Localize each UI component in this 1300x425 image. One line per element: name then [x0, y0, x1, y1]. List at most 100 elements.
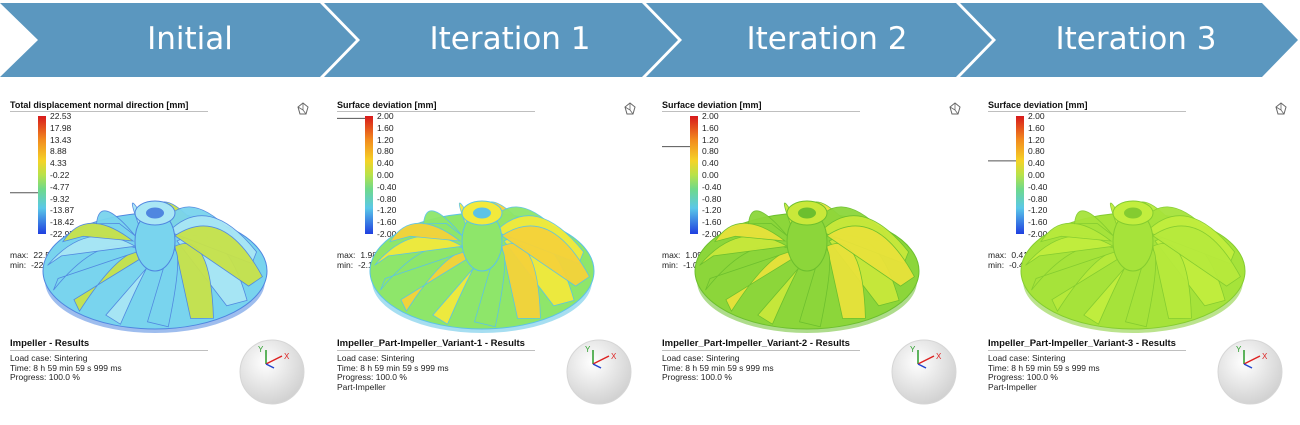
impeller-blade: [826, 243, 866, 319]
color-scale: [662, 116, 698, 234]
chevron-initial: [0, 3, 356, 77]
scale-tick-label: -0.80: [1028, 193, 1048, 204]
scale-tick-label: -0.80: [377, 193, 397, 204]
result-info-line: Progress: 100.0 %: [662, 372, 732, 382]
scale-tick-label: 1.60: [1028, 122, 1045, 133]
impeller-blade: [1074, 210, 1114, 237]
scale-tick-label: 4.33: [50, 158, 67, 169]
view-cube-icon[interactable]: [1274, 102, 1288, 116]
legend-title: Total displacement normal direction [mm]: [10, 100, 189, 110]
scale-tick-label: 2.00: [1028, 111, 1045, 121]
scale-tick-label: -2.00: [377, 229, 397, 239]
min-label: min:: [337, 260, 354, 270]
chevron-iteration-3: [960, 3, 1298, 77]
results-title: Impeller - Results: [10, 338, 90, 349]
impeller-model: [694, 200, 920, 333]
max-label: max:: [662, 250, 681, 260]
result-panel-0: Total displacement normal direction [mm]…: [0, 96, 327, 421]
result-info-line: Time: 8 h 59 min 59 s 999 ms: [662, 362, 774, 373]
max-label: max:: [337, 250, 356, 260]
max-value: 0.41: [1011, 250, 1028, 260]
scale-tick-label: 13.43: [50, 134, 72, 145]
min-readout: min: -0.46: [988, 260, 1028, 270]
result-info-line: Part-Impeller: [337, 381, 386, 392]
result-info-line: Time: 8 h 59 min 59 s 999 ms: [337, 362, 449, 373]
scale-tick-label: -1.20: [1028, 205, 1048, 216]
color-scale-bar: [365, 116, 373, 234]
result-panel-2: Surface deviation [mm] 2.00 1.60 1.20 0.80 0.…: [652, 96, 979, 421]
legend-underline: [10, 111, 208, 112]
color-scale-bar: [1016, 116, 1024, 234]
impeller-blade: [174, 225, 263, 287]
result-info-line: Part-Impeller: [988, 381, 1037, 392]
max-value: 1.09: [685, 250, 702, 260]
stage-label-iteration-2: Iteration 2: [746, 21, 908, 57]
svg-text:Y: Y: [1236, 345, 1242, 354]
scale-tick-label: -22.97: [50, 229, 75, 239]
scale-tick-label: 0.00: [377, 170, 394, 180]
impeller-blade: [826, 225, 915, 287]
orientation-axis-icon[interactable]: YX: [565, 338, 633, 406]
result-panel-3: Surface deviation [mm] 2.00 1.60 1.20 0.80 0.…: [978, 96, 1300, 421]
scale-tick-label: 22.53: [50, 111, 72, 121]
color-scale-bar: [690, 116, 698, 234]
orientation-axis-icon[interactable]: YX: [238, 338, 306, 406]
scale-tick-label: 0.80: [702, 146, 719, 157]
min-label: min:: [988, 260, 1005, 270]
legend-underline: [662, 111, 860, 112]
min-label: min:: [10, 260, 27, 270]
results-underline: [337, 350, 535, 351]
scale-tick-label: -0.22: [50, 170, 70, 180]
scale-tick-label: -0.40: [377, 181, 397, 192]
scale-tick-label: -1.60: [1028, 217, 1048, 228]
chevron-iteration-2: [646, 3, 992, 77]
scale-tick-label: 0.80: [1028, 146, 1045, 157]
min-value: -0.46: [1009, 260, 1029, 270]
result-info-line: Progress: 100.0 %: [988, 372, 1058, 382]
impeller-model: [42, 200, 268, 333]
view-cube-icon[interactable]: [296, 102, 310, 116]
svg-text:Y: Y: [910, 345, 916, 354]
orientation-axis-icon[interactable]: YX: [890, 338, 958, 406]
stage-label-initial: Initial: [147, 21, 233, 57]
legend-title: Surface deviation [mm]: [662, 100, 762, 110]
orientation-axis-icon[interactable]: YX: [1216, 338, 1284, 406]
impeller-blade: [1152, 225, 1241, 287]
impeller-blade: [501, 243, 541, 319]
scale-tick-label: 1.60: [377, 122, 394, 133]
scale-tick-label: 17.98: [50, 122, 72, 133]
stage-label-iteration-1: Iteration 1: [429, 21, 591, 57]
view-cube-icon[interactable]: [948, 102, 962, 116]
max-value: 1.98: [360, 250, 377, 260]
max-readout: max: 1.98: [337, 250, 377, 260]
scale-tick-label: -1.20: [377, 205, 397, 216]
legend-underline: [988, 111, 1186, 112]
impeller-model: [369, 200, 595, 333]
results-title: Impeller_Part-Impeller_Variant-3 - Resul…: [988, 338, 1176, 349]
scale-tick-label: 1.20: [1028, 134, 1045, 145]
max-readout: max: 0.41: [988, 250, 1028, 260]
svg-text:Y: Y: [585, 345, 591, 354]
max-readout: max: 22.53: [10, 250, 55, 260]
color-scale: [10, 116, 46, 234]
scale-tick-label: -1.60: [702, 217, 722, 228]
svg-text:X: X: [1262, 352, 1268, 361]
scale-tick-label: 1.20: [377, 134, 394, 145]
scale-tick-label: 0.40: [702, 158, 719, 169]
result-info-line: Load case: Sintering: [10, 353, 88, 363]
min-readout: min: -1.03: [662, 260, 702, 270]
scale-tick-label: -9.32: [50, 193, 70, 204]
scale-tick-label: -13.87: [50, 205, 75, 216]
scale-tick-label: 0.00: [1028, 170, 1045, 180]
svg-text:X: X: [284, 352, 290, 361]
result-info-line: Progress: 100.0 %: [337, 372, 407, 382]
min-readout: min: -2.16: [337, 260, 377, 270]
scale-tick-label: 0.40: [377, 158, 394, 169]
view-cube-icon[interactable]: [623, 102, 637, 116]
impeller-blade: [714, 222, 787, 243]
max-readout: max: 1.09: [662, 250, 702, 260]
scale-tick-label: -1.20: [702, 205, 722, 216]
stage-chevron-bar: [0, 3, 1298, 77]
result-info-line: Load case: Sintering: [988, 353, 1066, 363]
scale-tick-label: 0.40: [1028, 158, 1045, 169]
